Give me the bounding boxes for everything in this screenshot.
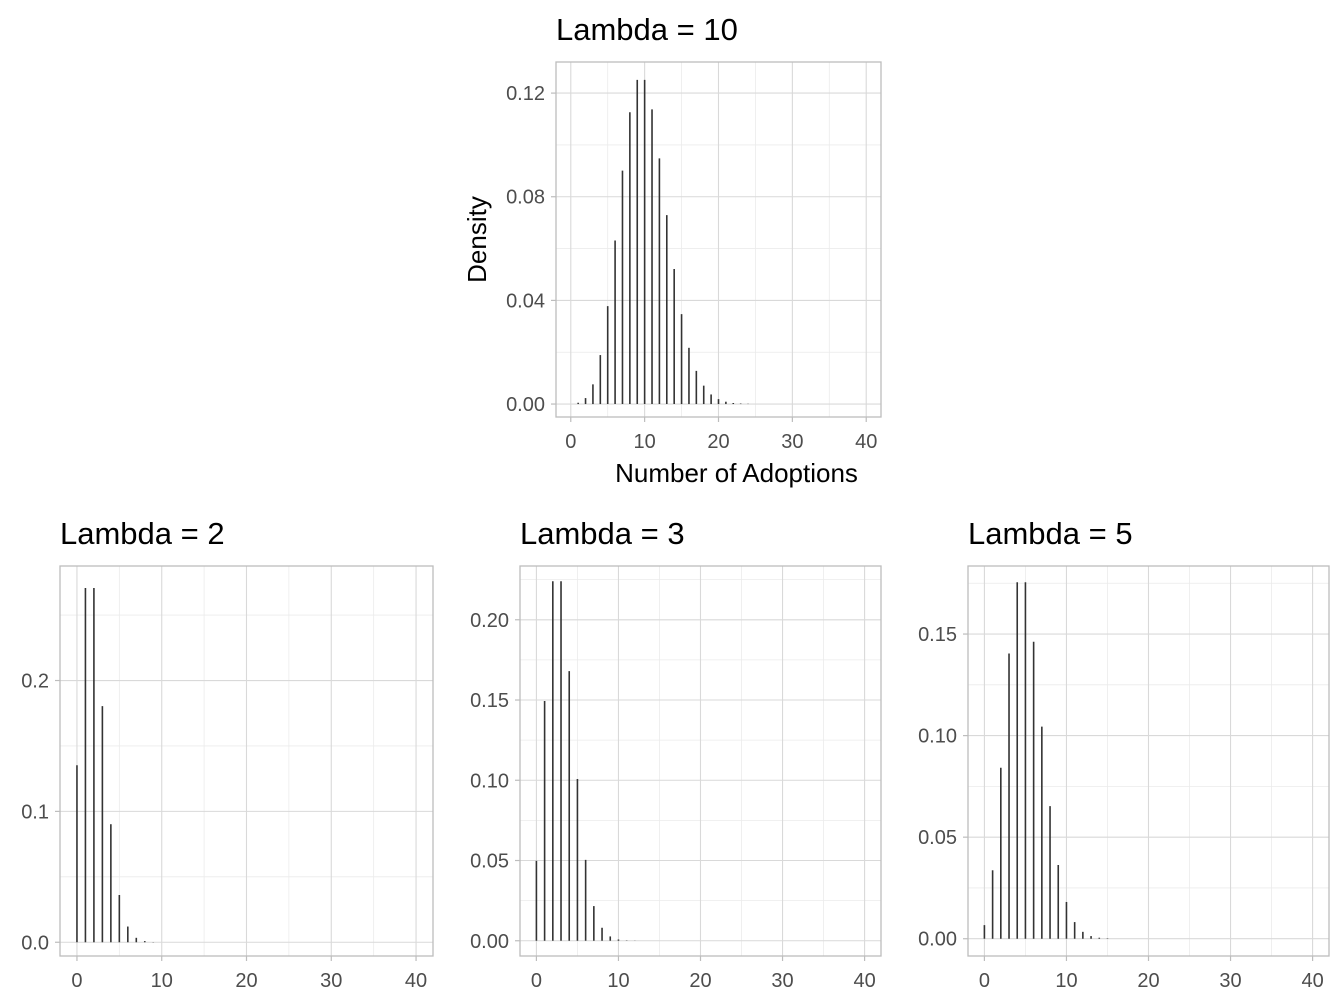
- x-tick-label: 40: [1301, 970, 1323, 992]
- y-tick-label: 0.20: [470, 610, 509, 632]
- x-tick-label: 0: [565, 431, 576, 453]
- y-tick-label: 0.12: [506, 83, 545, 105]
- chart-panel-lambda-3: 0 10 20 30 40 0.00 0.05 0.10 0.15 0.20 Lambda = 3: [470, 516, 882, 992]
- chart-panel-lambda-10: 0 10 20 30 40 0.00 0.04 0.08 0.12 Lambda = 10 Numb…: [462, 12, 882, 488]
- y-tick-label: 0.05: [918, 827, 957, 849]
- y-tick-label: 0.2: [21, 671, 49, 693]
- y-tick-label: 0.04: [506, 290, 545, 312]
- x-tick-label: 20: [1137, 970, 1159, 992]
- y-tick-label: 0.05: [470, 851, 509, 873]
- x-tick-label: 0: [531, 970, 542, 992]
- chart-panel-lambda-5: 0 10 20 30 40 0.00 0.05 0.10 0.15 Lambda = 5: [918, 516, 1330, 992]
- y-tick-label: 0.00: [506, 394, 545, 416]
- x-tick-label: 0: [71, 970, 82, 992]
- x-tick-label: 10: [607, 970, 629, 992]
- x-axis-title: Number of Adoptions: [615, 458, 858, 488]
- y-tick-label: 0.00: [470, 931, 509, 953]
- x-tick-label: 0: [979, 970, 990, 992]
- y-tick-label: 0.10: [918, 726, 957, 748]
- x-tick-label: 20: [707, 431, 729, 453]
- x-tick-label: 40: [853, 970, 875, 992]
- chart-title: Lambda = 3: [520, 516, 685, 551]
- chart-title: Lambda = 10: [556, 12, 738, 47]
- x-tick-label: 10: [151, 970, 173, 992]
- x-tick-label: 20: [235, 970, 257, 992]
- chart-title: Lambda = 2: [60, 516, 225, 551]
- y-axis-title: Density: [462, 196, 492, 283]
- y-tick-label: 0.1: [21, 801, 49, 823]
- x-tick-label: 20: [689, 970, 711, 992]
- chart-title: Lambda = 5: [968, 516, 1133, 551]
- x-tick-label: 40: [855, 431, 877, 453]
- x-tick-label: 30: [1219, 970, 1241, 992]
- y-tick-label: 0.0: [21, 932, 49, 954]
- x-tick-label: 30: [771, 970, 793, 992]
- chart-panel-lambda-2: 0 10 20 30 40 0.0 0.1 0.2 Lambda = 2: [21, 516, 434, 992]
- x-tick-label: 30: [320, 970, 342, 992]
- y-tick-label: 0.10: [470, 770, 509, 792]
- x-tick-label: 30: [781, 431, 803, 453]
- x-tick-label: 10: [1055, 970, 1077, 992]
- y-tick-label: 0.08: [506, 187, 545, 209]
- y-tick-label: 0.00: [918, 929, 957, 951]
- y-tick-label: 0.15: [918, 624, 957, 646]
- y-tick-label: 0.15: [470, 690, 509, 712]
- x-tick-label: 40: [405, 970, 427, 992]
- x-tick-label: 10: [634, 431, 656, 453]
